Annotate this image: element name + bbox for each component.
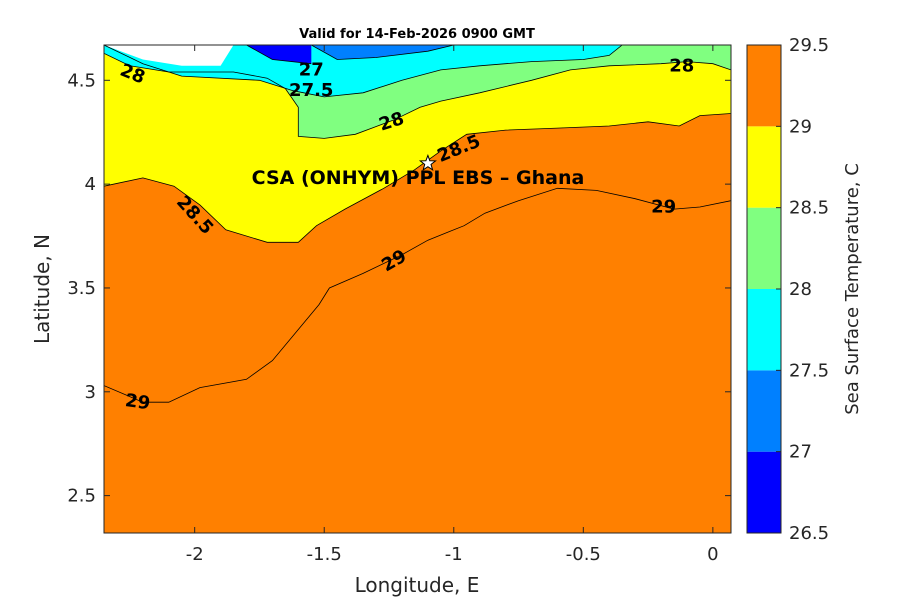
contour-line-26.5 [246, 45, 312, 65]
x-axis: -2 -1.5 -1 -0.5 0 [186, 45, 719, 565]
y-tick-label: 3 [85, 382, 96, 403]
contour-label: 27.5 [289, 80, 333, 101]
chart-title: Valid for 14-Feb-2026 0900 GMT [299, 27, 535, 42]
site-marker: CSA (ONHYM) PPL EBS – Ghana [252, 153, 585, 189]
x-tick-label: -2 [186, 544, 204, 565]
colorbar-tick-label: 28.5 [789, 198, 829, 219]
colorbar-segment [747, 370, 781, 452]
x-axis-label: Longitude, E [355, 573, 480, 597]
colorbar: 26.5 27 27.5 28 28.5 29 29.5 [746, 35, 829, 544]
x-tick-label: -0.5 [566, 544, 601, 565]
contour-label: 28 [669, 55, 694, 76]
contour-label: 29 [124, 390, 152, 414]
contour-line-28.5 [104, 113, 731, 243]
y-tick-label: 4 [85, 174, 96, 195]
contour-lines [104, 45, 731, 403]
band-above-27 [311, 45, 454, 60]
no-data-region [104, 45, 234, 66]
y-tick-label: 3.5 [67, 278, 96, 299]
site-star-icon [418, 153, 437, 171]
contour-label: 29 [651, 196, 676, 217]
contour-line-27.5 [104, 45, 623, 98]
colorbar-segment [747, 45, 781, 127]
plot-frame [103, 44, 732, 534]
x-tick-label: 0 [707, 544, 718, 565]
contour-line-27 [311, 45, 454, 60]
x-tick-label: -1 [445, 544, 463, 565]
y-tick-label: 4.5 [67, 70, 96, 91]
contour-line-28 [285, 61, 731, 139]
band-above-26.5 [246, 45, 312, 64]
colorbar-segment [747, 451, 781, 533]
colorbar-label: Sea Surface Temperature, C [842, 163, 863, 415]
contour-line-28 [104, 52, 286, 89]
x-tick-label: -1.5 [307, 544, 342, 565]
colorbar-tick-label: 29.5 [789, 35, 829, 56]
band-above-27.5 [104, 45, 623, 97]
colorbar-tick-label: 27 [789, 442, 812, 463]
band-above-28.5 [104, 45, 731, 243]
colorbar-segment [747, 289, 781, 371]
colorbar-tick-label: 27.5 [789, 360, 829, 381]
y-axis-label: Latitude, N [30, 234, 54, 344]
site-label: CSA (ONHYM) PPL EBS – Ghana [252, 167, 585, 189]
contour-line-29 [104, 187, 731, 403]
y-axis: 2.5 3 3.5 4 4.5 [67, 70, 731, 507]
colorbar-tick-label: 28 [789, 279, 812, 300]
contour-label: 27 [299, 59, 324, 80]
colorbar-tick-label: 26.5 [789, 523, 829, 544]
contour-bands [104, 45, 731, 533]
colorbar-segment [747, 126, 781, 208]
colorbar-tick-label: 29 [789, 116, 812, 137]
colorbar-segment [747, 207, 781, 289]
y-tick-label: 2.5 [67, 486, 96, 507]
